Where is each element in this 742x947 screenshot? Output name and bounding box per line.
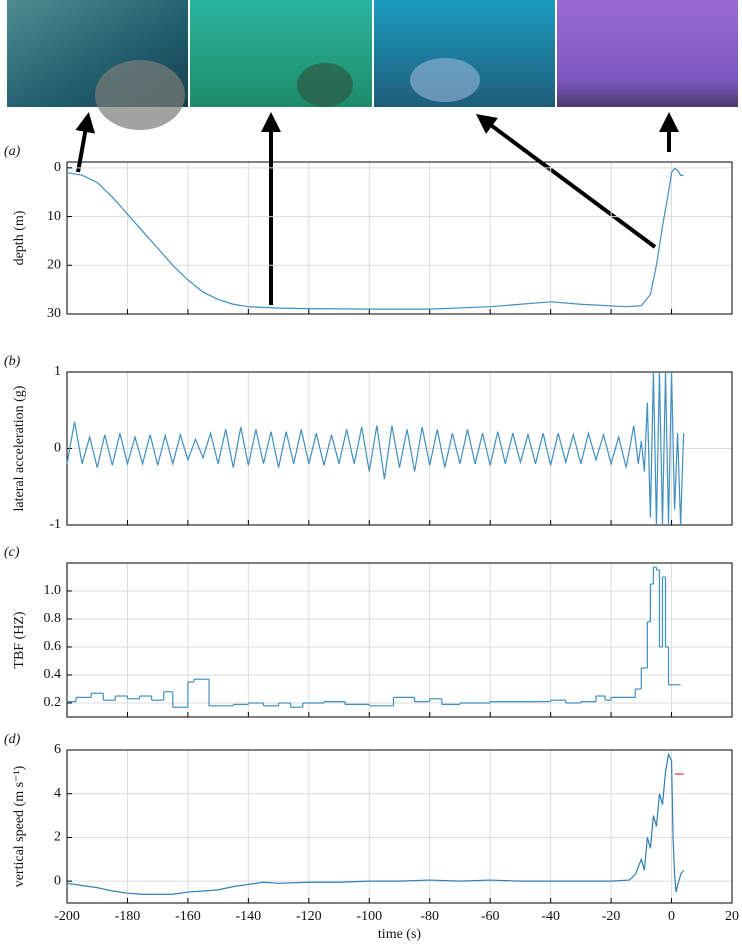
y-axis-label: vertical speed (m s⁻¹) [12, 765, 27, 887]
plot-area [66, 167, 684, 310]
y-tick-label: 0.8 [44, 611, 62, 626]
data-line [66, 752, 685, 895]
photo-detail [410, 58, 480, 102]
plot-area [66, 371, 685, 526]
x-tick-label: -80 [420, 909, 439, 924]
y-tick-label: 1.0 [44, 583, 62, 598]
x-tick-label: -140 [236, 909, 262, 924]
plot-frame [66, 749, 733, 904]
panel-label: (a) [4, 144, 21, 159]
photo-strip [7, 0, 738, 130]
plot-frame [66, 161, 733, 315]
x-tick-label: -60 [481, 909, 500, 924]
y-tick-label: 10 [47, 209, 61, 224]
x-tick-label: -100 [356, 909, 382, 924]
arrow [75, 112, 96, 173]
x-tick-label: -200 [54, 909, 80, 924]
y-tick-label: 1 [54, 364, 61, 379]
plot-frame [66, 371, 733, 526]
panel-label: (b) [4, 354, 21, 369]
plot-frame [66, 562, 733, 718]
x-tick-label: -40 [541, 909, 560, 924]
y-axis-label: lateral acceleration (g) [12, 385, 27, 511]
data-line [66, 167, 684, 310]
y-tick-label: 20 [47, 258, 61, 273]
photo [557, 0, 738, 107]
panel-label: (d) [4, 732, 21, 747]
y-axis-label: TBF (HZ) [12, 611, 27, 669]
arrows [75, 112, 679, 305]
y-tick-label: 6 [54, 742, 61, 757]
y-tick-label: 30 [47, 306, 61, 321]
y-tick-label: 0 [54, 873, 61, 888]
x-axis-label: time (s) [378, 927, 421, 942]
x-tick-label: 0 [668, 909, 675, 924]
plot-area [67, 566, 681, 708]
y-tick-label: 0 [54, 441, 61, 456]
y-tick-label: 0.2 [44, 695, 62, 710]
panel-label: (c) [4, 545, 20, 560]
x-tick-label: 20 [725, 909, 739, 924]
x-tick-label: -160 [175, 909, 201, 924]
x-tick-label: -120 [296, 909, 322, 924]
photo-detail [297, 63, 353, 107]
y-tick-label: -1 [49, 517, 61, 532]
y-tick-label: 2 [54, 830, 61, 845]
plot-area [66, 752, 685, 895]
x-tick-label: -20 [602, 909, 621, 924]
data-line [66, 371, 685, 526]
y-axis-label: depth (m) [12, 210, 27, 265]
y-tick-label: 0.6 [44, 639, 62, 654]
y-tick-label: 0 [54, 160, 61, 175]
arrow [475, 114, 657, 249]
y-tick-label: 4 [54, 786, 61, 801]
y-tick-label: 0.4 [44, 667, 62, 682]
x-tick-label: -180 [115, 909, 141, 924]
photo-detail [95, 60, 185, 130]
